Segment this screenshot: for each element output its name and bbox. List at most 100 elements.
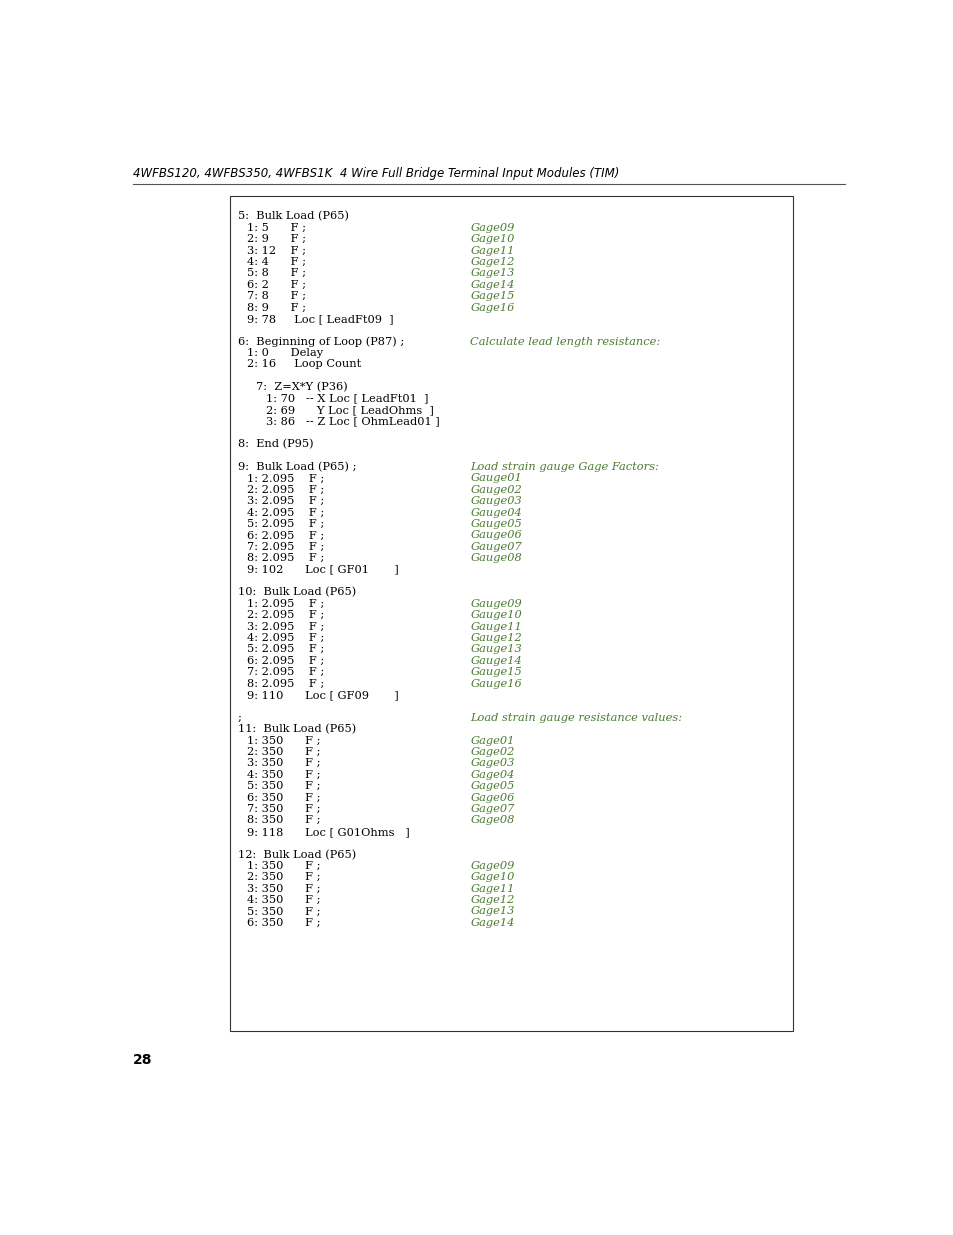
Text: 5:  Bulk Load (P65): 5: Bulk Load (P65) bbox=[237, 211, 349, 221]
Text: Gage12: Gage12 bbox=[470, 895, 515, 905]
Text: Gage05: Gage05 bbox=[470, 782, 515, 792]
Text: Gauge06: Gauge06 bbox=[470, 530, 521, 541]
Text: 3: 350      F ;: 3: 350 F ; bbox=[247, 884, 320, 894]
Text: 9: 102      Loc [ GF01       ]: 9: 102 Loc [ GF01 ] bbox=[247, 564, 398, 574]
Text: 11:  Bulk Load (P65): 11: Bulk Load (P65) bbox=[237, 724, 355, 735]
Text: 10:  Bulk Load (P65): 10: Bulk Load (P65) bbox=[237, 588, 355, 598]
Text: 5: 350      F ;: 5: 350 F ; bbox=[247, 906, 320, 916]
Text: 8: 2.095    F ;: 8: 2.095 F ; bbox=[247, 553, 324, 563]
Text: Gage15: Gage15 bbox=[470, 291, 515, 301]
Text: 6: 350      F ;: 6: 350 F ; bbox=[247, 918, 320, 927]
Text: 7: 350      F ;: 7: 350 F ; bbox=[247, 804, 320, 814]
Text: 2: 16     Loop Count: 2: 16 Loop Count bbox=[247, 359, 361, 369]
Text: Gage10: Gage10 bbox=[470, 872, 515, 882]
Text: Gauge13: Gauge13 bbox=[470, 645, 521, 655]
Text: Gauge15: Gauge15 bbox=[470, 667, 521, 677]
Text: Gage13: Gage13 bbox=[470, 268, 515, 278]
Text: Gage01: Gage01 bbox=[470, 736, 515, 746]
Text: 2: 2.095    F ;: 2: 2.095 F ; bbox=[247, 610, 324, 620]
Text: 9:  Bulk Load (P65) ;: 9: Bulk Load (P65) ; bbox=[237, 462, 356, 472]
Text: Load strain gauge Gage Factors:: Load strain gauge Gage Factors: bbox=[470, 462, 659, 472]
Text: Gauge03: Gauge03 bbox=[470, 496, 521, 506]
Text: Gage11: Gage11 bbox=[470, 884, 515, 894]
FancyBboxPatch shape bbox=[230, 196, 792, 1031]
Text: Gage10: Gage10 bbox=[470, 235, 515, 245]
Text: 8: 9      F ;: 8: 9 F ; bbox=[247, 303, 306, 312]
Text: 4: 2.095    F ;: 4: 2.095 F ; bbox=[247, 508, 324, 517]
Text: 12:  Bulk Load (P65): 12: Bulk Load (P65) bbox=[237, 850, 355, 860]
Text: 4: 350      F ;: 4: 350 F ; bbox=[247, 769, 320, 779]
Text: 7: 2.095    F ;: 7: 2.095 F ; bbox=[247, 542, 324, 552]
Text: Gage02: Gage02 bbox=[470, 747, 515, 757]
Text: 1: 0      Delay: 1: 0 Delay bbox=[247, 348, 323, 358]
Text: 5: 2.095    F ;: 5: 2.095 F ; bbox=[247, 645, 324, 655]
Text: 5: 8      F ;: 5: 8 F ; bbox=[247, 268, 306, 278]
Text: Gage11: Gage11 bbox=[470, 246, 515, 256]
Text: Gauge10: Gauge10 bbox=[470, 610, 521, 620]
Text: 6: 350      F ;: 6: 350 F ; bbox=[247, 793, 320, 803]
Text: Gage16: Gage16 bbox=[470, 303, 515, 312]
Text: 6: 2.095    F ;: 6: 2.095 F ; bbox=[247, 656, 324, 666]
Text: Gage04: Gage04 bbox=[470, 769, 515, 779]
Text: Gauge07: Gauge07 bbox=[470, 542, 521, 552]
Text: Gage09: Gage09 bbox=[470, 861, 515, 871]
Text: Gauge16: Gauge16 bbox=[470, 678, 521, 689]
Text: 6: 2.095    F ;: 6: 2.095 F ; bbox=[247, 530, 324, 541]
Text: Gage14: Gage14 bbox=[470, 279, 515, 290]
Text: 1: 70   -- X Loc [ LeadFt01  ]: 1: 70 -- X Loc [ LeadFt01 ] bbox=[266, 394, 428, 404]
Text: 6: 2      F ;: 6: 2 F ; bbox=[247, 279, 306, 290]
Text: 3: 86   -- Z Loc [ OhmLead01 ]: 3: 86 -- Z Loc [ OhmLead01 ] bbox=[266, 416, 439, 426]
Text: 8: 350      F ;: 8: 350 F ; bbox=[247, 815, 320, 825]
Text: 3: 2.095    F ;: 3: 2.095 F ; bbox=[247, 496, 324, 506]
Text: 1: 350      F ;: 1: 350 F ; bbox=[247, 861, 320, 871]
Text: 3: 350      F ;: 3: 350 F ; bbox=[247, 758, 320, 768]
Text: 28: 28 bbox=[133, 1052, 152, 1067]
Text: 2: 2.095    F ;: 2: 2.095 F ; bbox=[247, 485, 324, 495]
Text: 6:  Beginning of Loop (P87) ;: 6: Beginning of Loop (P87) ; bbox=[237, 337, 404, 347]
Text: Gage03: Gage03 bbox=[470, 758, 515, 768]
Text: Gauge08: Gauge08 bbox=[470, 553, 521, 563]
Text: Gauge11: Gauge11 bbox=[470, 621, 521, 631]
Text: Gauge05: Gauge05 bbox=[470, 519, 521, 529]
Text: 3: 2.095    F ;: 3: 2.095 F ; bbox=[247, 621, 324, 631]
Text: Calculate lead length resistance:: Calculate lead length resistance: bbox=[470, 337, 659, 347]
Text: 2: 9      F ;: 2: 9 F ; bbox=[247, 235, 306, 245]
Text: 9: 78     Loc [ LeadFt09  ]: 9: 78 Loc [ LeadFt09 ] bbox=[247, 314, 394, 324]
Text: Gauge12: Gauge12 bbox=[470, 634, 521, 643]
Text: Gauge02: Gauge02 bbox=[470, 485, 521, 495]
Text: 9: 110      Loc [ GF09       ]: 9: 110 Loc [ GF09 ] bbox=[247, 690, 398, 700]
Text: 8: 2.095    F ;: 8: 2.095 F ; bbox=[247, 678, 324, 689]
Text: Gage07: Gage07 bbox=[470, 804, 515, 814]
Text: 1: 2.095    F ;: 1: 2.095 F ; bbox=[247, 599, 324, 609]
Text: Gauge14: Gauge14 bbox=[470, 656, 521, 666]
Text: ;: ; bbox=[237, 713, 241, 722]
Text: Load strain gauge resistance values:: Load strain gauge resistance values: bbox=[470, 713, 681, 722]
Text: 7: 2.095    F ;: 7: 2.095 F ; bbox=[247, 667, 324, 677]
Text: Gage09: Gage09 bbox=[470, 222, 515, 232]
Text: 8:  End (P95): 8: End (P95) bbox=[237, 440, 314, 450]
Text: 5: 350      F ;: 5: 350 F ; bbox=[247, 782, 320, 792]
Text: Gauge01: Gauge01 bbox=[470, 473, 521, 483]
Text: Gage14: Gage14 bbox=[470, 918, 515, 927]
Text: 1: 5      F ;: 1: 5 F ; bbox=[247, 222, 306, 232]
Text: 2: 350      F ;: 2: 350 F ; bbox=[247, 747, 320, 757]
Text: 4WFBS120, 4WFBS350, 4WFBS1K  4 Wire Full Bridge Terminal Input Modules (TIM): 4WFBS120, 4WFBS350, 4WFBS1K 4 Wire Full … bbox=[133, 168, 618, 180]
Text: 4: 350      F ;: 4: 350 F ; bbox=[247, 895, 320, 905]
Text: 4: 4      F ;: 4: 4 F ; bbox=[247, 257, 306, 267]
Text: 1: 350      F ;: 1: 350 F ; bbox=[247, 736, 320, 746]
Text: Gauge09: Gauge09 bbox=[470, 599, 521, 609]
Text: Gage08: Gage08 bbox=[470, 815, 515, 825]
Text: 4: 2.095    F ;: 4: 2.095 F ; bbox=[247, 634, 324, 643]
Text: Gauge04: Gauge04 bbox=[470, 508, 521, 517]
Text: Gage12: Gage12 bbox=[470, 257, 515, 267]
Text: 1: 2.095    F ;: 1: 2.095 F ; bbox=[247, 473, 324, 483]
Text: 5: 2.095    F ;: 5: 2.095 F ; bbox=[247, 519, 324, 529]
Text: 9: 118      Loc [ G01Ohms   ]: 9: 118 Loc [ G01Ohms ] bbox=[247, 826, 410, 837]
Text: 7:  Z=X*Y (P36): 7: Z=X*Y (P36) bbox=[256, 383, 348, 393]
Text: Gage06: Gage06 bbox=[470, 793, 515, 803]
Text: 2: 69      Y Loc [ LeadOhms  ]: 2: 69 Y Loc [ LeadOhms ] bbox=[266, 405, 434, 415]
Text: 3: 12    F ;: 3: 12 F ; bbox=[247, 246, 306, 256]
Text: Gage13: Gage13 bbox=[470, 906, 515, 916]
Text: 2: 350      F ;: 2: 350 F ; bbox=[247, 872, 320, 882]
Text: 7: 8      F ;: 7: 8 F ; bbox=[247, 291, 306, 301]
